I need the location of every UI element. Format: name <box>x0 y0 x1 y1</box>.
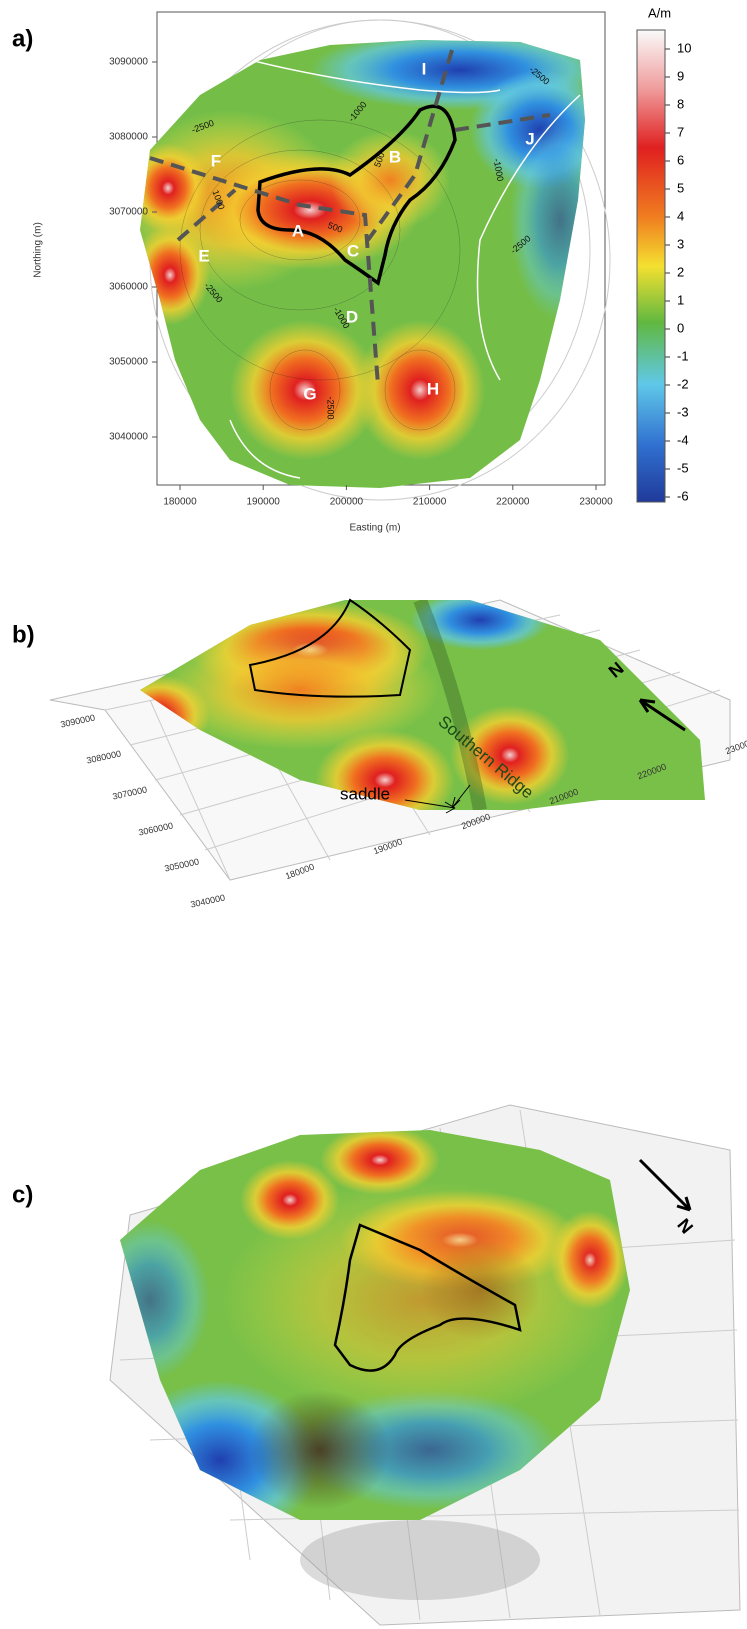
colorbar-tick-label: 5 <box>677 180 684 195</box>
y-tick-label: 3070000 <box>109 207 148 218</box>
annotation: saddle <box>340 784 390 803</box>
colorbar-tick-label: 3 <box>677 236 684 251</box>
colorbar-tick-label: 7 <box>677 124 684 139</box>
y-tick-label: 3090000 <box>60 712 96 729</box>
shadow <box>300 1520 540 1600</box>
y-tick-label: 3040000 <box>109 432 148 443</box>
zone-label: A <box>292 221 304 240</box>
y-tick-label: 3050000 <box>109 357 148 368</box>
colorbar-tick-label: -4 <box>677 432 689 447</box>
colorbar-tick-label: 0 <box>677 320 684 335</box>
x-tick-label: 190000 <box>247 497 281 508</box>
colorbar-tick-label: -2 <box>677 376 689 391</box>
colorbar-tick-label: -6 <box>677 488 689 503</box>
y-tick-label: 3040000 <box>190 892 226 909</box>
zone-label: F <box>211 151 221 170</box>
colorbar-tick-label: -1 <box>677 348 689 363</box>
x-tick-label: 200000 <box>330 497 364 508</box>
zone-label: E <box>198 246 209 265</box>
zone-label: I <box>422 59 427 78</box>
y-tick-label: 3080000 <box>109 132 148 143</box>
y-tick-label: 3080000 <box>86 748 122 765</box>
zone-label: B <box>389 147 401 166</box>
colorbar-tick-label: -5 <box>677 460 689 475</box>
colorbar-tick-label: 1 <box>677 292 684 307</box>
colorbar-tick-label: -3 <box>677 404 689 419</box>
x-tick-label: 210000 <box>413 497 447 508</box>
figure: a) 180000 190000 200000 210000 220000 230000 3… <box>0 0 747 1629</box>
x-tick-label: 180000 <box>163 497 197 508</box>
zone-label: H <box>427 379 439 398</box>
colorbar-tick-label: 9 <box>677 68 684 83</box>
contour-label: -2500 <box>326 396 336 419</box>
y-tick-label: 3090000 <box>109 57 148 68</box>
colorbar-tick-label: 10 <box>677 40 691 55</box>
zone-label: C <box>347 241 359 260</box>
y-tick-label: 3070000 <box>112 784 148 801</box>
x-tick-label: 220000 <box>496 497 530 508</box>
y-axis-title: Northing (m) <box>33 222 44 278</box>
colorbar-tick-label: 2 <box>677 264 684 279</box>
y-tick-label: 3050000 <box>164 856 200 873</box>
x-tick-label: 230000 <box>579 497 613 508</box>
zone-label: G <box>303 384 316 403</box>
x-axis-title: Easting (m) <box>349 523 400 534</box>
colorbar-unit: A/m <box>648 5 671 20</box>
colorbar-tick-label: 6 <box>677 152 684 167</box>
panel-label: c) <box>12 1181 33 1208</box>
colorbar-tick-label: 4 <box>677 208 684 223</box>
y-tick-label: 3060000 <box>138 820 174 837</box>
page: {"panels": [ {"label": "a)", "x_axis_tit… <box>0 0 747 1629</box>
panel-label: a) <box>12 25 33 52</box>
colorbar <box>637 30 665 502</box>
zone-label: J <box>525 129 534 148</box>
y-tick-label: 3060000 <box>109 282 148 293</box>
colorbar-tick-label: 8 <box>677 96 684 111</box>
panel-label: b) <box>12 621 35 648</box>
